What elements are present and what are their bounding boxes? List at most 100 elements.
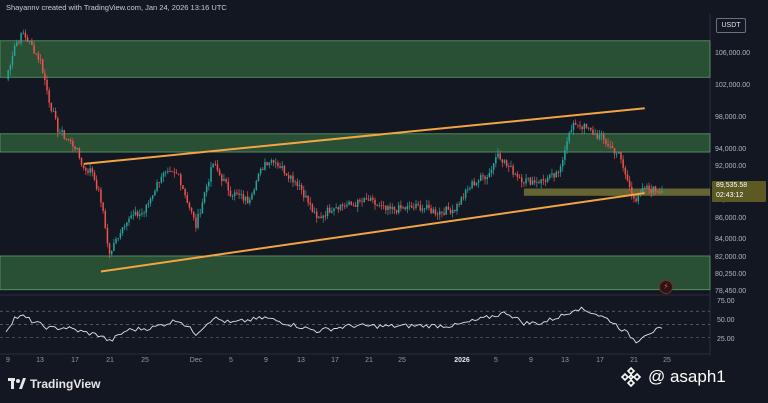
candle-body [141,213,143,215]
candle-body [430,208,432,214]
candle-body [281,166,283,168]
candle-body [7,70,9,80]
candle-body [52,111,55,112]
candle-body [356,199,359,207]
candle-body [590,127,592,130]
candle-body [210,167,212,182]
candle-body [309,202,312,205]
candle-body [445,206,447,215]
candle-body [475,182,478,186]
candle-body [503,160,506,163]
candle-body [531,180,534,185]
candle-body [523,182,525,184]
candle-body [449,209,452,214]
candle-body [257,173,260,181]
alert-lightning-icon[interactable]: ⚡ [659,280,673,294]
candle-body [598,135,601,139]
candle-body [85,168,87,171]
candle-body [372,197,374,200]
candle-body [646,185,648,189]
candle-body [216,164,219,171]
candle-body [635,198,637,202]
candle-body [564,149,566,160]
candle-body [82,165,85,169]
candle-body [315,211,318,218]
candle-body [441,211,443,213]
candle-body [39,59,42,61]
candle-body [626,174,629,181]
candle-body [499,153,501,160]
candle-body [212,164,214,168]
candle-body [201,202,204,214]
candle-body [324,215,327,217]
candle-body [467,189,469,191]
candle-body [462,197,465,199]
candle-body [654,186,657,192]
candle-body [410,205,413,208]
candle-body [113,242,115,251]
candle-body [259,168,262,174]
candle-body [395,209,398,213]
candle-body [447,206,450,210]
candle-body [44,73,46,80]
candle-body [508,166,510,168]
candle-body [233,192,236,197]
candle-body [361,201,363,203]
candle-body [238,193,240,195]
candle-body [609,145,611,147]
candle-body [533,180,536,183]
candle-body [652,186,655,193]
price-tick-label: 86,000.00 [715,215,747,222]
last-price-value: 89,535.58 [716,182,748,189]
candle-body [348,201,350,205]
candle-body [192,211,195,218]
candle-body [322,215,324,218]
candle-body [486,177,488,180]
candle-body [374,199,376,205]
last-price-label: 89,535.58 02:43:12 [712,181,766,202]
candle-body [203,192,206,203]
candle-body [35,53,37,55]
price-tick-label: 84,000.00 [715,236,747,243]
currency-badge[interactable]: USDT [716,18,746,33]
candle-body [11,55,14,66]
candle-body [16,42,18,46]
candle-body [320,216,322,218]
date-tick-label: 25 [398,357,406,364]
candle-body [514,173,517,175]
candle-body [546,177,549,182]
candle-body [272,160,275,163]
candle-body [369,197,372,201]
candle-body [436,214,439,216]
date-tick-label: 13 [36,357,44,364]
candle-body [331,211,333,213]
candle-body [274,162,277,164]
binance-logo-icon [620,366,642,388]
candle-body [20,33,22,43]
candle-body [270,160,273,163]
rsi-tick-label: 75.00 [717,298,735,305]
candle-body [618,152,620,154]
date-tick-label: 17 [331,357,339,364]
candle-body [134,211,137,216]
candle-body [208,181,210,187]
candle-body [128,218,130,223]
candle-body [136,211,139,217]
candle-body [296,181,299,187]
candle-body [561,159,564,167]
candle-body [76,148,78,150]
candle-body [643,187,646,189]
candle-body [294,181,296,183]
candle-body [572,122,575,130]
candle-body [520,177,523,183]
date-tick-label: 9 [264,357,268,364]
candle-body [290,175,292,179]
candle-body [240,194,242,196]
candle-body [570,129,573,133]
price-tick-label: 98,000.00 [715,114,747,121]
candle-body [225,179,227,182]
candle-body [482,175,484,177]
candle-body [551,173,553,175]
candle-body [339,204,342,210]
